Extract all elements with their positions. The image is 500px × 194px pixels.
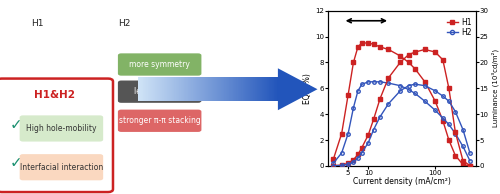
FancyBboxPatch shape	[118, 81, 202, 103]
FancyBboxPatch shape	[20, 115, 103, 142]
X-axis label: Current density (mA/cm²): Current density (mA/cm²)	[353, 178, 450, 186]
Polygon shape	[278, 68, 318, 110]
FancyBboxPatch shape	[118, 53, 202, 76]
Y-axis label: Luminance (10³cd/m²): Luminance (10³cd/m²)	[492, 49, 499, 127]
Text: stronger π-π stacking: stronger π-π stacking	[119, 116, 200, 125]
Text: High hole-mobility: High hole-mobility	[26, 124, 96, 133]
Text: H1: H1	[32, 19, 44, 28]
FancyBboxPatch shape	[118, 110, 202, 132]
Y-axis label: EQE (%): EQE (%)	[303, 73, 312, 104]
FancyBboxPatch shape	[20, 154, 103, 180]
FancyBboxPatch shape	[0, 79, 113, 192]
Text: ✓: ✓	[10, 117, 22, 132]
Text: less solubility: less solubility	[134, 87, 186, 96]
Text: H2: H2	[118, 19, 130, 28]
Text: Interfacial interaction: Interfacial interaction	[20, 163, 103, 172]
Text: H1&H2: H1&H2	[34, 90, 76, 100]
Text: ✓: ✓	[10, 155, 22, 170]
Legend: H1, H2: H1, H2	[444, 15, 474, 40]
Text: more symmetry: more symmetry	[129, 60, 190, 69]
